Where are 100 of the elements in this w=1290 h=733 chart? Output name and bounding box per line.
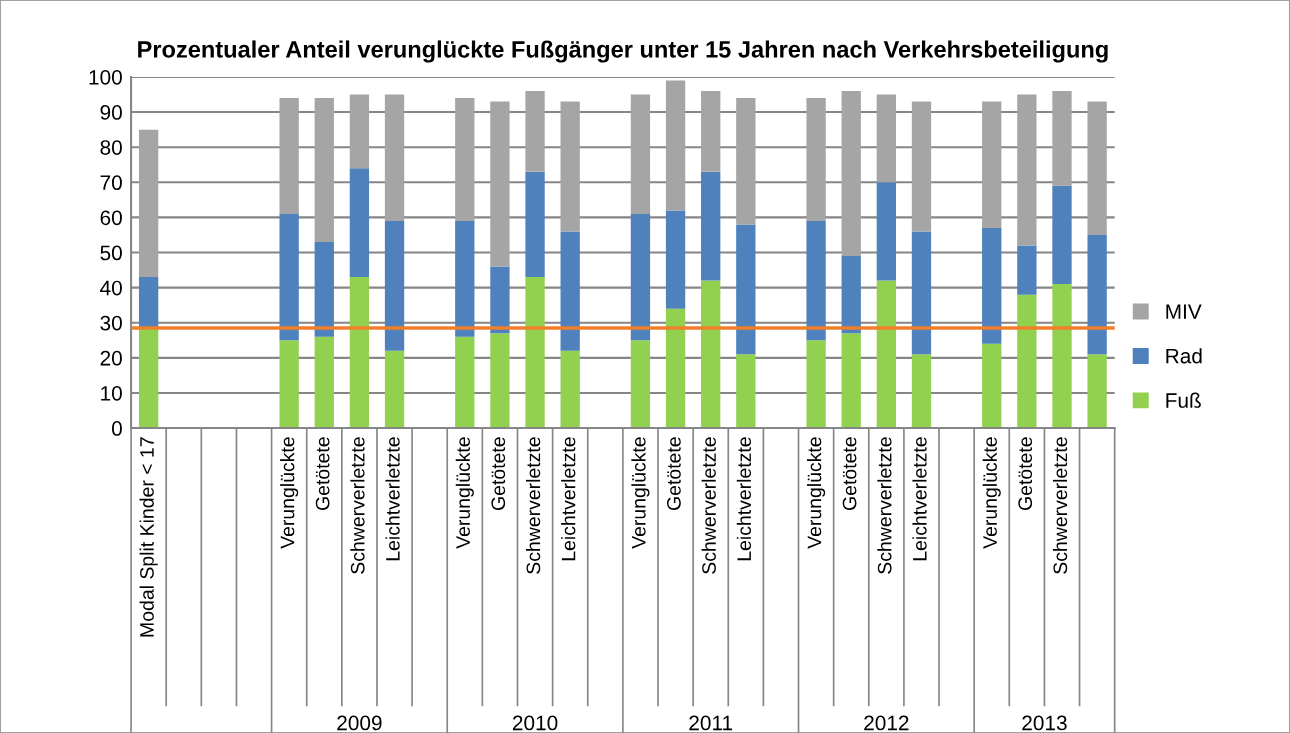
- bar: [560, 231, 580, 351]
- bar: [630, 94, 651, 214]
- bar: [665, 308, 686, 429]
- bar: [806, 220, 826, 341]
- y-tick-label: 10: [101, 385, 122, 401]
- bar: [349, 168, 370, 278]
- x-tick-label: Getötete: [667, 437, 681, 511]
- y-tick-label: 40: [100, 280, 122, 296]
- bar: [841, 91, 861, 257]
- x-tick-label: Verunglückte: [455, 437, 474, 549]
- y-tick-label: 90: [100, 105, 122, 120]
- bar: [841, 333, 861, 429]
- bar: [384, 220, 405, 351]
- bar: [876, 94, 897, 183]
- bar: [525, 171, 545, 278]
- bar: [455, 98, 475, 221]
- bar: [560, 101, 580, 232]
- bar: [736, 354, 756, 429]
- bar: [1052, 91, 1072, 186]
- bar: [279, 213, 299, 341]
- bar: [314, 336, 334, 429]
- bar: [525, 277, 545, 429]
- y-tick-label: 60: [100, 210, 122, 226]
- y-tick-label: 70: [100, 175, 122, 191]
- legend-label: Fuß: [1166, 392, 1201, 408]
- bar: [982, 101, 1002, 228]
- y-tick-label: 20: [100, 350, 122, 366]
- text: 2012: [864, 715, 909, 731]
- bar: [138, 328, 159, 429]
- bar: [1017, 94, 1037, 246]
- y-tick-label: 0: [111, 421, 122, 436]
- x-tick-label: Schwerverletzte: [525, 437, 541, 574]
- y-tick-label: 30: [100, 315, 122, 331]
- bar: [701, 171, 721, 281]
- x-tick-label: Leichtverletzte: [385, 437, 400, 561]
- legend-label: MIV: [1166, 304, 1202, 319]
- bar: [911, 354, 932, 429]
- bar: [982, 227, 1002, 344]
- x-tick-label: Getötete: [315, 437, 330, 511]
- bar: [560, 350, 580, 429]
- legend-label: Rad: [1166, 348, 1202, 364]
- bar: [1017, 294, 1037, 429]
- bar: [384, 350, 405, 429]
- bar: [1052, 185, 1072, 285]
- bar: [876, 280, 897, 429]
- bar: [349, 277, 370, 429]
- bar: [455, 336, 475, 429]
- x-tick-label: Verunglückte: [631, 437, 650, 549]
- bar: [138, 277, 159, 329]
- bar: [384, 94, 405, 221]
- bar: [701, 280, 721, 429]
- bar: [736, 98, 756, 225]
- x-tick-label: Leichtverletzte: [561, 437, 576, 561]
- bar: [1052, 284, 1072, 429]
- bar: [630, 340, 651, 429]
- chart-title: Prozentualer Anteil verunglückte Fußgänger unter 15 Jahren nach Verkehrsbeteiligung: [138, 40, 1108, 63]
- x-tick-label: Getötete: [1018, 437, 1033, 511]
- x-tick-label: Verunglückte: [280, 437, 299, 549]
- bar: [279, 340, 299, 429]
- bar: [736, 224, 756, 355]
- text: 2013: [1022, 715, 1067, 731]
- bar: [665, 80, 686, 211]
- bar: [455, 220, 475, 337]
- bar: [1087, 101, 1107, 235]
- x-tick-label: Schwerverletzte: [1052, 437, 1068, 574]
- bar: [701, 91, 721, 172]
- bar: [138, 129, 159, 278]
- bar: [806, 98, 826, 221]
- y-tick-label: 100: [89, 69, 122, 85]
- bar: [665, 210, 686, 309]
- bar: [314, 98, 334, 242]
- x-tick-label: Schwerverletzte: [701, 437, 716, 574]
- x-tick-label: Getötete: [842, 437, 857, 511]
- y-tick-label: 50: [100, 245, 122, 261]
- bar: [911, 231, 932, 355]
- bar: [876, 182, 897, 281]
- x-tick-label: Verunglückte: [982, 437, 1001, 549]
- bar: [490, 266, 510, 334]
- bar: [1087, 354, 1107, 429]
- bar: [841, 256, 861, 334]
- x-tick-label: Leichtverletzte: [736, 437, 752, 561]
- bar: [490, 101, 510, 267]
- bar: [1017, 245, 1037, 295]
- x-tick-label: Schwerverletzte: [350, 437, 365, 574]
- bar: [525, 91, 545, 172]
- bar: [314, 241, 334, 337]
- text: 2011: [689, 715, 733, 731]
- x-tick-label: Schwerverletzte: [877, 437, 892, 574]
- y-tick-label: 80: [100, 140, 122, 155]
- bar: [982, 343, 1002, 429]
- x-tick-label: Verunglückte: [807, 437, 826, 549]
- text: 2010: [512, 715, 558, 731]
- bar: [911, 101, 932, 232]
- bar: [1087, 234, 1107, 355]
- text: 2009: [337, 715, 382, 731]
- bar: [806, 340, 826, 429]
- bar: [349, 94, 370, 169]
- x-tick-label: Modal Split Kinder < 17: [139, 437, 158, 637]
- x-tick-label: Getötete: [491, 437, 506, 511]
- bar: [279, 98, 299, 214]
